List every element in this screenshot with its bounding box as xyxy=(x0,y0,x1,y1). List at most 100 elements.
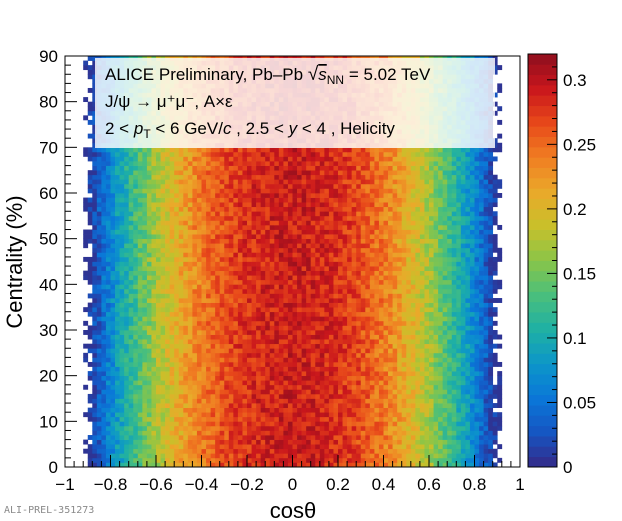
heatmap-cell xyxy=(101,302,107,308)
heatmap-cell xyxy=(87,371,93,377)
heatmap-cell xyxy=(247,430,252,436)
heatmap-cell xyxy=(101,462,107,468)
heatmap-cell xyxy=(356,238,362,244)
heatmap-cell xyxy=(196,339,202,345)
heatmap-cell xyxy=(328,393,334,399)
heatmap-cell xyxy=(92,425,98,431)
heatmap-cell xyxy=(124,229,130,235)
heatmap-cell xyxy=(274,380,280,386)
heatmap-cell xyxy=(319,366,325,372)
heatmap-cell xyxy=(347,334,352,340)
heatmap-cell xyxy=(460,375,466,381)
heatmap-cell xyxy=(283,403,289,408)
heatmap-cell xyxy=(356,284,362,290)
heatmap-cell xyxy=(369,288,375,294)
heatmap-cell xyxy=(156,330,161,335)
heatmap-cell xyxy=(192,279,198,285)
heatmap-cell xyxy=(383,311,389,317)
heatmap-cell xyxy=(110,266,116,271)
heatmap-cell xyxy=(410,234,416,240)
heatmap-cell xyxy=(124,220,130,226)
heatmap-cell xyxy=(210,334,216,340)
heatmap-cell xyxy=(406,439,412,445)
heatmap-cell xyxy=(156,444,161,450)
heatmap-cell xyxy=(451,247,457,253)
heatmap-cell xyxy=(160,430,166,436)
heatmap-cell xyxy=(447,284,453,290)
heatmap-cell xyxy=(328,252,334,258)
heatmap-cell xyxy=(174,348,180,354)
heatmap-cell xyxy=(287,448,293,454)
heatmap-cell xyxy=(319,316,325,322)
heatmap-cell xyxy=(465,220,471,226)
heatmap-cell xyxy=(392,229,398,235)
heatmap-cell xyxy=(156,247,161,253)
heatmap-cell xyxy=(451,261,457,267)
heatmap-cell xyxy=(474,334,480,340)
heatmap-cell xyxy=(105,371,111,377)
heatmap-cell xyxy=(383,307,389,313)
heatmap-cell xyxy=(105,389,111,395)
heatmap-cell xyxy=(137,339,143,345)
heatmap-cell xyxy=(488,298,494,303)
heatmap-cell xyxy=(356,435,362,440)
heatmap-cell xyxy=(283,371,289,377)
heatmap-cell xyxy=(201,256,207,262)
heatmap-cell xyxy=(310,220,316,226)
heatmap-cell xyxy=(392,352,398,358)
heatmap-cell xyxy=(169,444,175,450)
heatmap-cell xyxy=(92,311,98,317)
heatmap-cell xyxy=(101,266,107,271)
heatmap-cell xyxy=(338,220,343,226)
heatmap-cell xyxy=(160,407,166,413)
heatmap-cell xyxy=(306,421,312,427)
heatmap-cell xyxy=(328,311,334,317)
heatmap-cell xyxy=(306,375,312,381)
heatmap-cell xyxy=(388,343,393,349)
heatmap-cell xyxy=(465,288,471,294)
heatmap-cell xyxy=(310,393,316,399)
heatmap-cell xyxy=(115,430,120,436)
heatmap-cell xyxy=(260,211,266,217)
heatmap-cell xyxy=(210,256,216,262)
heatmap-cell xyxy=(192,448,198,454)
heatmap-cell xyxy=(174,343,180,349)
heatmap-cell xyxy=(151,320,157,326)
heatmap-cell xyxy=(374,229,380,235)
heatmap-cell xyxy=(356,311,362,317)
heatmap-cell xyxy=(356,234,362,240)
heatmap-cell xyxy=(460,430,466,436)
heatmap-cell xyxy=(201,393,207,399)
heatmap-cell xyxy=(492,357,498,363)
heatmap-cell xyxy=(333,270,339,276)
heatmap-cell xyxy=(233,416,239,422)
heatmap-cell xyxy=(419,247,425,253)
heatmap-cell xyxy=(333,266,339,271)
heatmap-cell xyxy=(196,389,202,395)
heatmap-cell xyxy=(333,403,339,408)
heatmap-cell xyxy=(456,307,462,313)
heatmap-cell xyxy=(224,220,230,226)
heatmap-cell xyxy=(401,261,407,267)
heatmap-cell xyxy=(406,444,412,450)
heatmap-cell xyxy=(324,302,330,308)
heatmap-cell xyxy=(328,416,334,422)
heatmap-cell xyxy=(156,224,161,230)
heatmap-cell xyxy=(215,266,221,271)
heatmap-cell xyxy=(92,215,98,221)
heatmap-cell xyxy=(315,325,321,331)
heatmap-cell xyxy=(124,393,130,399)
heatmap-cell xyxy=(283,266,289,271)
heatmap-cell xyxy=(356,243,362,249)
heatmap-cell xyxy=(469,361,475,367)
heatmap-cell xyxy=(342,339,348,345)
heatmap-cell xyxy=(456,357,462,363)
heatmap-cell xyxy=(438,366,443,372)
heatmap-cell xyxy=(438,224,443,230)
heatmap-cell xyxy=(433,334,439,340)
heatmap-cell xyxy=(338,293,343,299)
heatmap-cell xyxy=(374,453,380,459)
heatmap-cell xyxy=(265,330,271,335)
heatmap-cell xyxy=(438,375,443,381)
heatmap-cell xyxy=(451,279,457,285)
